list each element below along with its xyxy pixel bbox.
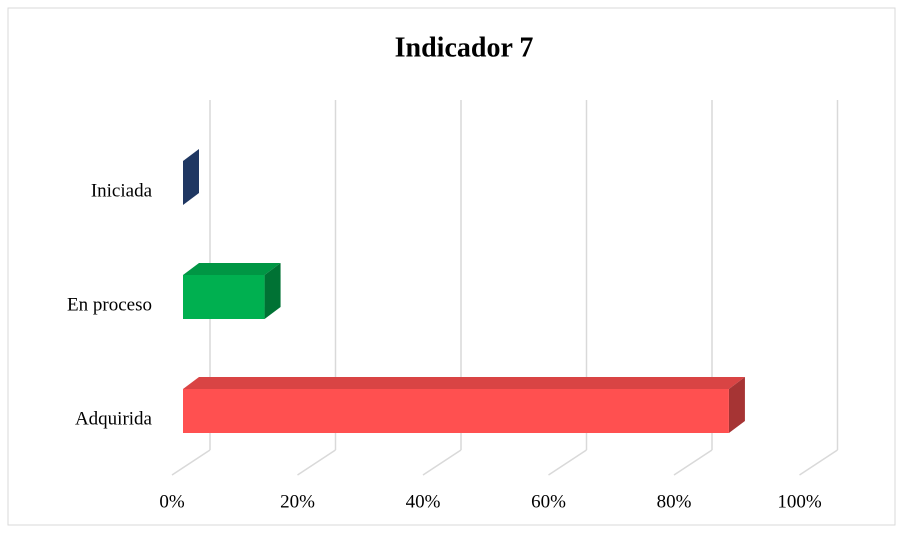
x-tick-label: 40% bbox=[406, 491, 441, 512]
bar bbox=[183, 275, 265, 319]
y-tick-label: Iniciada bbox=[91, 180, 153, 201]
grid-floor-line bbox=[422, 449, 462, 476]
bar-side bbox=[183, 149, 199, 205]
x-tick-label: 60% bbox=[531, 491, 566, 512]
grid-floor-line bbox=[171, 449, 211, 476]
grid-floor-line bbox=[799, 449, 838, 476]
chart-frame bbox=[7, 7, 896, 526]
x-tick-label: 0% bbox=[159, 491, 185, 512]
bar-top bbox=[183, 377, 745, 389]
chart-title: Indicador 7 bbox=[395, 32, 534, 63]
bar-top bbox=[183, 263, 281, 275]
x-tick-label: 20% bbox=[280, 491, 315, 512]
x-tick-label: 100% bbox=[777, 491, 822, 512]
y-tick-label: Adquirida bbox=[75, 408, 153, 429]
bar bbox=[183, 389, 729, 433]
bar-side bbox=[728, 377, 745, 433]
grid-floor-line bbox=[548, 449, 587, 476]
y-tick-label: En proceso bbox=[67, 294, 152, 315]
x-tick-label: 80% bbox=[657, 491, 692, 512]
grid-floor-line bbox=[297, 449, 336, 476]
bar-side bbox=[264, 263, 281, 319]
grid-floor-line bbox=[673, 449, 713, 476]
